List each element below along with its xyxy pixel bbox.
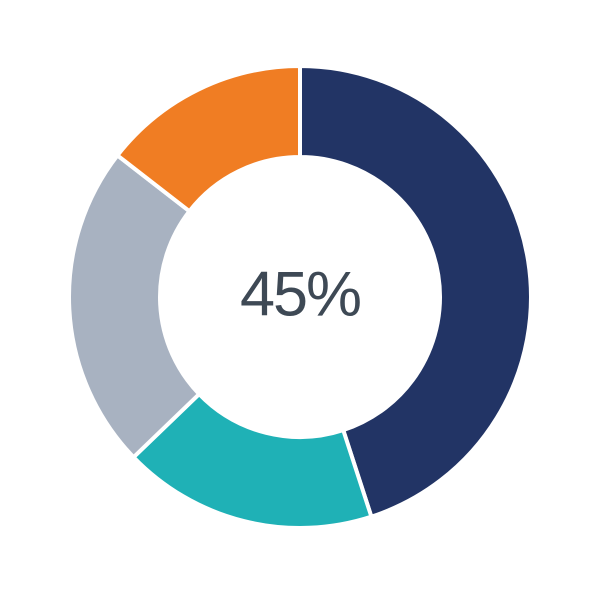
- donut-segment-navy[interactable]: [298, 63, 533, 520]
- donut-segment-teal[interactable]: [130, 391, 374, 530]
- donut-segment-gray[interactable]: [67, 152, 202, 461]
- center-value-label: 45%: [239, 259, 362, 330]
- donut-segment-orange[interactable]: [114, 63, 302, 214]
